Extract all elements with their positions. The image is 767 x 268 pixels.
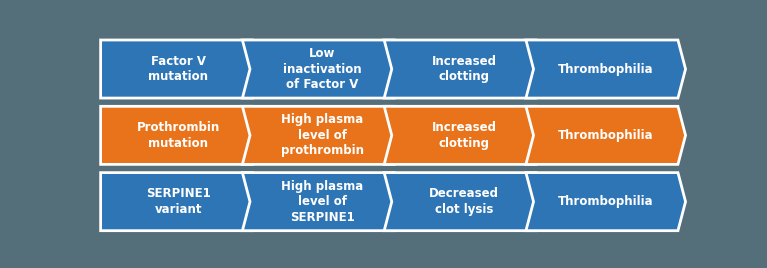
Text: High plasma
level of
prothrombin: High plasma level of prothrombin (281, 113, 364, 157)
Polygon shape (242, 173, 402, 231)
Polygon shape (384, 106, 544, 164)
Polygon shape (384, 40, 544, 98)
Text: Thrombophilia: Thrombophilia (558, 129, 653, 142)
Polygon shape (100, 106, 260, 164)
Text: SERPINE1
variant: SERPINE1 variant (146, 187, 210, 216)
Text: Decreased
clot lysis: Decreased clot lysis (429, 187, 499, 216)
Text: Low
inactivation
of Factor V: Low inactivation of Factor V (283, 47, 361, 91)
Polygon shape (384, 173, 544, 231)
Polygon shape (526, 106, 686, 164)
Text: High plasma
level of
SERPINE1: High plasma level of SERPINE1 (281, 180, 364, 224)
Polygon shape (526, 173, 686, 231)
Polygon shape (100, 173, 260, 231)
Polygon shape (526, 40, 686, 98)
Text: Prothrombin
mutation: Prothrombin mutation (137, 121, 220, 150)
Text: Factor V
mutation: Factor V mutation (148, 55, 208, 83)
Text: Thrombophilia: Thrombophilia (558, 62, 653, 76)
Text: Thrombophilia: Thrombophilia (558, 195, 653, 208)
Text: Increased
clotting: Increased clotting (432, 55, 496, 83)
Polygon shape (242, 40, 402, 98)
Polygon shape (100, 40, 260, 98)
Polygon shape (242, 106, 402, 164)
Text: Increased
clotting: Increased clotting (432, 121, 496, 150)
